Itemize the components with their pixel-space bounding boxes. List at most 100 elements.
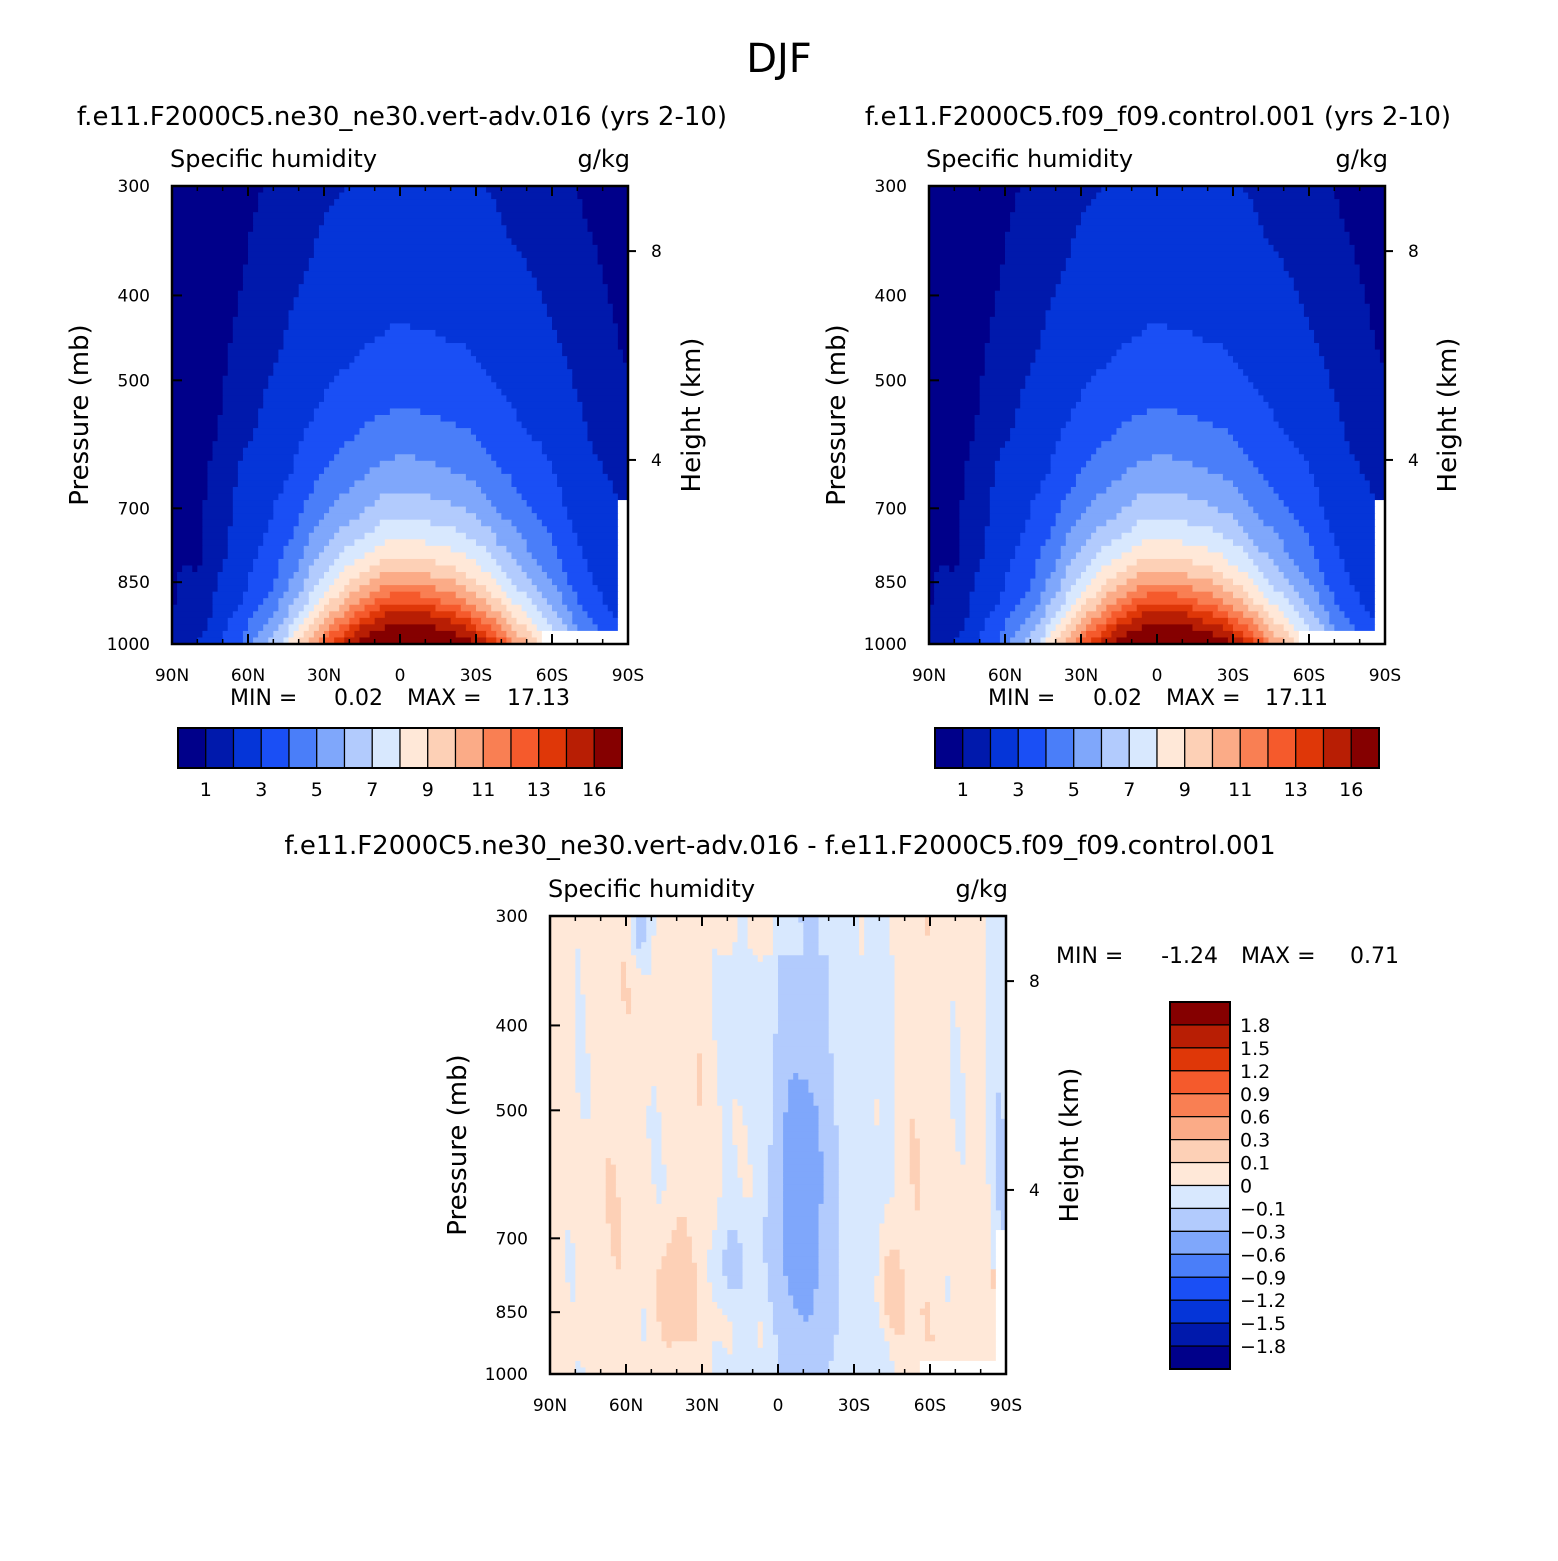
p3-contour-cell — [742, 1282, 769, 1290]
p3-contour-cell — [575, 1249, 612, 1257]
p1-contour-cell — [172, 329, 234, 338]
p2-contour-cell — [1283, 591, 1300, 599]
p3-contour-cell — [965, 1158, 987, 1166]
p3-contour-cell — [757, 1334, 764, 1342]
p2-contour-cell — [1050, 630, 1062, 639]
p1-contour-cell — [617, 336, 629, 344]
p3-contour-cell — [838, 1295, 875, 1303]
p1-contour-cell — [172, 513, 203, 521]
p1-contour-cell — [227, 362, 274, 370]
p1-contour-cell — [546, 526, 573, 534]
p3-y2-tick-label: 4 — [1029, 1181, 1040, 1201]
p1-contour-cell — [237, 290, 300, 298]
p1-contour-cell — [172, 186, 264, 194]
p3-contour-cell — [909, 1177, 921, 1185]
p3-contour-cell — [757, 1328, 764, 1336]
p3-contour-cell — [550, 1112, 581, 1120]
p2-contour-cell — [1278, 604, 1295, 612]
p3-contour-cell — [909, 1158, 921, 1166]
p2-contour-cell — [1379, 356, 1386, 364]
p3-contour-cell — [874, 1099, 880, 1107]
p1-contour-cell — [567, 513, 619, 521]
p2-contour-cell — [974, 578, 1006, 586]
p1-contour-cell — [237, 303, 295, 311]
p3-contour-cell — [590, 1079, 698, 1087]
p3-contour-cell — [884, 1282, 906, 1290]
p1-contour-cell — [172, 441, 214, 449]
p1-contour-cell — [329, 598, 345, 606]
p3-contour-cell — [813, 1092, 835, 1100]
p2-contour-cell — [1075, 480, 1112, 488]
p3-contour-cell — [894, 1020, 951, 1028]
p3-contour-cell — [610, 1243, 622, 1251]
p1-contour-cell — [329, 630, 345, 639]
p3-contour-cell — [565, 1262, 576, 1270]
panel2-right-subtitle: g/kg — [1336, 145, 1388, 173]
p2-contour-cell — [1293, 624, 1310, 632]
p2-colorbar-label: 7 — [1123, 779, 1135, 801]
p1-contour-cell — [617, 329, 629, 338]
p1-contour-cell — [339, 493, 381, 501]
p1-contour-cell — [526, 591, 543, 599]
p2-contour-cell — [1268, 637, 1285, 645]
p3-contour-cell — [783, 1216, 820, 1225]
p3-contour-cell — [732, 948, 754, 956]
p3-contour-cell — [909, 1138, 921, 1146]
p2-contour-cell — [1288, 434, 1346, 442]
p2-colorbar-swatch — [989, 727, 1019, 769]
p2-contour-cell — [1344, 225, 1386, 233]
p2-y2-tick-label: 8 — [1408, 242, 1419, 262]
p3-contour-cell — [894, 1151, 911, 1159]
p2-contour-cell — [1329, 526, 1376, 534]
p1-contour-cell — [516, 617, 533, 625]
p3-contour-cell — [772, 916, 799, 924]
p3-contour-cell — [995, 1177, 1007, 1185]
p1-contour-cell — [278, 624, 290, 632]
p3-contour-cell — [995, 1164, 1007, 1172]
p2-contour-cell — [929, 401, 981, 410]
p2-contour-cell — [1243, 637, 1254, 645]
p2-contour-cell — [1227, 637, 1244, 645]
p3-contour-cell — [550, 955, 576, 963]
p3-contour-cell — [712, 1230, 728, 1238]
p1-contour-cell — [364, 506, 467, 514]
p2-contour-cell — [1045, 585, 1062, 593]
p3-contour-cell — [950, 1099, 967, 1107]
p2-contour-cell — [1319, 493, 1376, 501]
p1-contour-cell — [552, 539, 578, 547]
p2-contour-cell — [1035, 624, 1047, 632]
p3-contour-cell — [889, 942, 987, 950]
p2-contour-cell — [1101, 186, 1244, 194]
p1-contour-cell — [202, 526, 229, 534]
p1-contour-cell — [237, 480, 285, 488]
p3-contour-cell — [838, 1131, 896, 1140]
p3-contour-cell — [894, 1086, 951, 1094]
p3-contour-cell — [919, 1184, 992, 1192]
p3-contour-cell — [605, 1216, 622, 1225]
p2-contour-cell — [1212, 591, 1234, 599]
p3-contour-cell — [990, 1275, 997, 1283]
p3-contour-cell — [762, 955, 779, 963]
p2-contour-cell — [1010, 434, 1062, 442]
p2-contour-cell — [1050, 460, 1087, 468]
p2-contour-cell — [1233, 480, 1270, 488]
p1-contour-cell — [450, 467, 502, 475]
p2-contour-cell — [939, 565, 950, 573]
p3-contour-cell — [752, 1177, 769, 1185]
p1-contour-cell — [506, 225, 589, 233]
p2-contour-cell — [1314, 473, 1366, 482]
p3-colorbar-label: 0.1 — [1240, 1153, 1270, 1175]
p2-contour-cell — [1359, 598, 1376, 606]
p1-contour-cell — [521, 251, 599, 259]
p3-contour-cell — [838, 1288, 875, 1297]
p3-contour-cell — [960, 1158, 967, 1166]
p1-contour-cell — [511, 473, 558, 482]
p1-contour-cell — [232, 611, 254, 619]
p2-contour-cell — [1192, 329, 1315, 338]
p3-contour-cell — [550, 1099, 581, 1107]
p2-contour-cell — [1309, 532, 1335, 540]
p1-contour-cell — [562, 486, 614, 495]
p3-contour-cell — [879, 1262, 885, 1270]
p2-contour-cell — [1045, 624, 1057, 632]
p3-contour-cell — [914, 1184, 921, 1192]
